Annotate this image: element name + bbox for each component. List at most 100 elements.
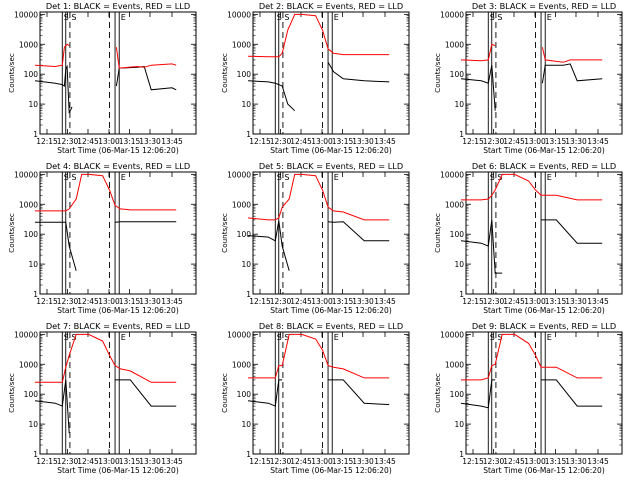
y-tick-label: 1 bbox=[246, 450, 251, 459]
plot-frame bbox=[252, 331, 410, 455]
y-tick-label: 1000 bbox=[232, 360, 251, 369]
x-axis-label: Start Time (06-Mar-15 12:06:20) bbox=[483, 466, 605, 475]
events-series-line bbox=[247, 379, 390, 407]
y-tick-label: 1000 bbox=[445, 200, 464, 209]
panel-8: Det 8: BLACK = Events, RED = LLD 1 10 100 10… bbox=[220, 321, 410, 475]
panel-5: Det 5: BLACK = Events, RED = LLD 1 10 100 10… bbox=[220, 161, 410, 315]
x-tick-label: 12:30 bbox=[270, 457, 292, 466]
interval-marker-s: S bbox=[71, 13, 76, 22]
y-tick-label: 1000 bbox=[232, 40, 251, 49]
x-tick-label: 12:30 bbox=[483, 457, 505, 466]
y-tick-label: 100 bbox=[450, 70, 465, 79]
x-tick-label: 12:15 bbox=[249, 457, 271, 466]
y-axis-label: Counts/sec bbox=[7, 53, 16, 93]
x-tick-label: 12:30 bbox=[483, 297, 505, 306]
plot-frame bbox=[465, 331, 623, 455]
y-tick-label: 1 bbox=[459, 290, 464, 299]
x-tick-label: 12:45 bbox=[503, 297, 525, 306]
x-tick-label: 12:45 bbox=[503, 137, 525, 146]
x-tick-label: 13:45 bbox=[161, 457, 183, 466]
panel-7: Det 7: BLACK = Events, RED = LLD 1 10 100 10… bbox=[7, 321, 197, 475]
panel-1: Det 1: BLACK = Events, RED = LLD 1 10 100 10… bbox=[7, 1, 197, 155]
x-tick-label: 13:00 bbox=[524, 137, 546, 146]
y-axis-label: Counts/sec bbox=[7, 213, 16, 253]
interval-marker-s: S bbox=[497, 333, 502, 342]
y-axis-label: Counts/sec bbox=[220, 213, 229, 253]
x-tick-label: 13:15 bbox=[545, 297, 567, 306]
y-tick-label: 10000 bbox=[440, 10, 464, 19]
x-tick-label: 13:00 bbox=[98, 457, 120, 466]
x-axis-label: Start Time (06-Mar-15 12:06:20) bbox=[57, 466, 179, 475]
x-tick-label: 12:15 bbox=[36, 137, 58, 146]
y-tick-label: 1 bbox=[459, 450, 464, 459]
x-tick-label: 12:15 bbox=[249, 297, 271, 306]
interval-marker-s: S bbox=[277, 333, 282, 342]
x-tick-label: 13:15 bbox=[332, 137, 354, 146]
lld-series-line bbox=[247, 173, 390, 221]
y-tick-label: 10000 bbox=[440, 170, 464, 179]
plot-frame bbox=[39, 331, 197, 455]
x-tick-label: 12:30 bbox=[57, 457, 79, 466]
x-tick-label: 12:45 bbox=[77, 297, 99, 306]
y-tick-label: 10 bbox=[454, 260, 464, 269]
plot-frame bbox=[465, 11, 623, 135]
panel-2: Det 2: BLACK = Events, RED = LLD 1 10 100 10… bbox=[220, 1, 410, 155]
panel-3: Det 3: BLACK = Events, RED = LLD 1 10 100 10… bbox=[433, 1, 623, 155]
x-tick-label: 13:00 bbox=[98, 297, 120, 306]
panel-title: Det 9: BLACK = Events, RED = LLD bbox=[472, 321, 616, 331]
x-tick-label: 13:45 bbox=[374, 137, 396, 146]
x-tick-label: 12:15 bbox=[36, 457, 58, 466]
interval-marker-e: E bbox=[334, 173, 339, 182]
y-tick-label: 100 bbox=[450, 230, 465, 239]
y-tick-label: 1 bbox=[246, 130, 251, 139]
x-tick-label: 12:15 bbox=[249, 137, 271, 146]
x-axis-label: Start Time (06-Mar-15 12:06:20) bbox=[270, 306, 392, 315]
x-tick-label: 13:00 bbox=[524, 297, 546, 306]
y-tick-label: 100 bbox=[237, 70, 252, 79]
y-tick-label: 1000 bbox=[19, 40, 38, 49]
y-tick-label: 10000 bbox=[440, 330, 464, 339]
x-axis-label: Start Time (06-Mar-15 12:06:20) bbox=[57, 306, 179, 315]
y-axis-label: Counts/sec bbox=[7, 373, 16, 413]
y-axis-label: Counts/sec bbox=[433, 53, 442, 93]
x-tick-label: 13:15 bbox=[119, 457, 141, 466]
y-tick-label: 1 bbox=[33, 290, 38, 299]
x-tick-label: 12:30 bbox=[483, 137, 505, 146]
y-tick-label: 100 bbox=[237, 230, 252, 239]
x-tick-label: 13:15 bbox=[545, 137, 567, 146]
x-tick-label: 12:45 bbox=[290, 297, 312, 306]
interval-marker-e: E bbox=[334, 333, 339, 342]
x-tick-label: 12:30 bbox=[57, 137, 79, 146]
interval-marker-e: E bbox=[547, 13, 552, 22]
plot-frame bbox=[39, 171, 197, 295]
x-tick-label: 13:00 bbox=[98, 137, 120, 146]
x-tick-label: 13:45 bbox=[161, 297, 183, 306]
lld-series-line bbox=[247, 13, 390, 58]
x-tick-label: 13:45 bbox=[161, 137, 183, 146]
panel-title: Det 3: BLACK = Events, RED = LLD bbox=[472, 1, 616, 11]
panel-title: Det 4: BLACK = Events, RED = LLD bbox=[46, 161, 190, 171]
panel-title: Det 2: BLACK = Events, RED = LLD bbox=[259, 1, 403, 11]
x-tick-label: 13:30 bbox=[565, 297, 587, 306]
interval-marker-s: S bbox=[490, 333, 495, 342]
x-tick-label: 12:15 bbox=[462, 297, 484, 306]
y-tick-label: 1 bbox=[246, 290, 251, 299]
plot-frame bbox=[252, 171, 410, 295]
x-tick-label: 13:45 bbox=[587, 457, 609, 466]
plot-frame bbox=[465, 171, 623, 295]
events-series-line bbox=[460, 219, 603, 274]
y-tick-label: 10 bbox=[454, 420, 464, 429]
interval-marker-e: E bbox=[121, 13, 126, 22]
x-tick-label: 12:45 bbox=[290, 457, 312, 466]
x-axis-label: Start Time (06-Mar-15 12:06:20) bbox=[483, 146, 605, 155]
x-tick-label: 12:15 bbox=[36, 297, 58, 306]
events-series-line bbox=[35, 221, 177, 271]
y-tick-label: 1 bbox=[459, 130, 464, 139]
x-axis-label: Start Time (06-Mar-15 12:06:20) bbox=[270, 146, 392, 155]
lld-series-line bbox=[248, 333, 390, 379]
y-tick-label: 1 bbox=[33, 450, 38, 459]
plot-frame bbox=[39, 11, 197, 135]
interval-marker-s: S bbox=[277, 173, 282, 182]
y-tick-label: 10 bbox=[28, 100, 38, 109]
y-tick-label: 100 bbox=[24, 390, 39, 399]
